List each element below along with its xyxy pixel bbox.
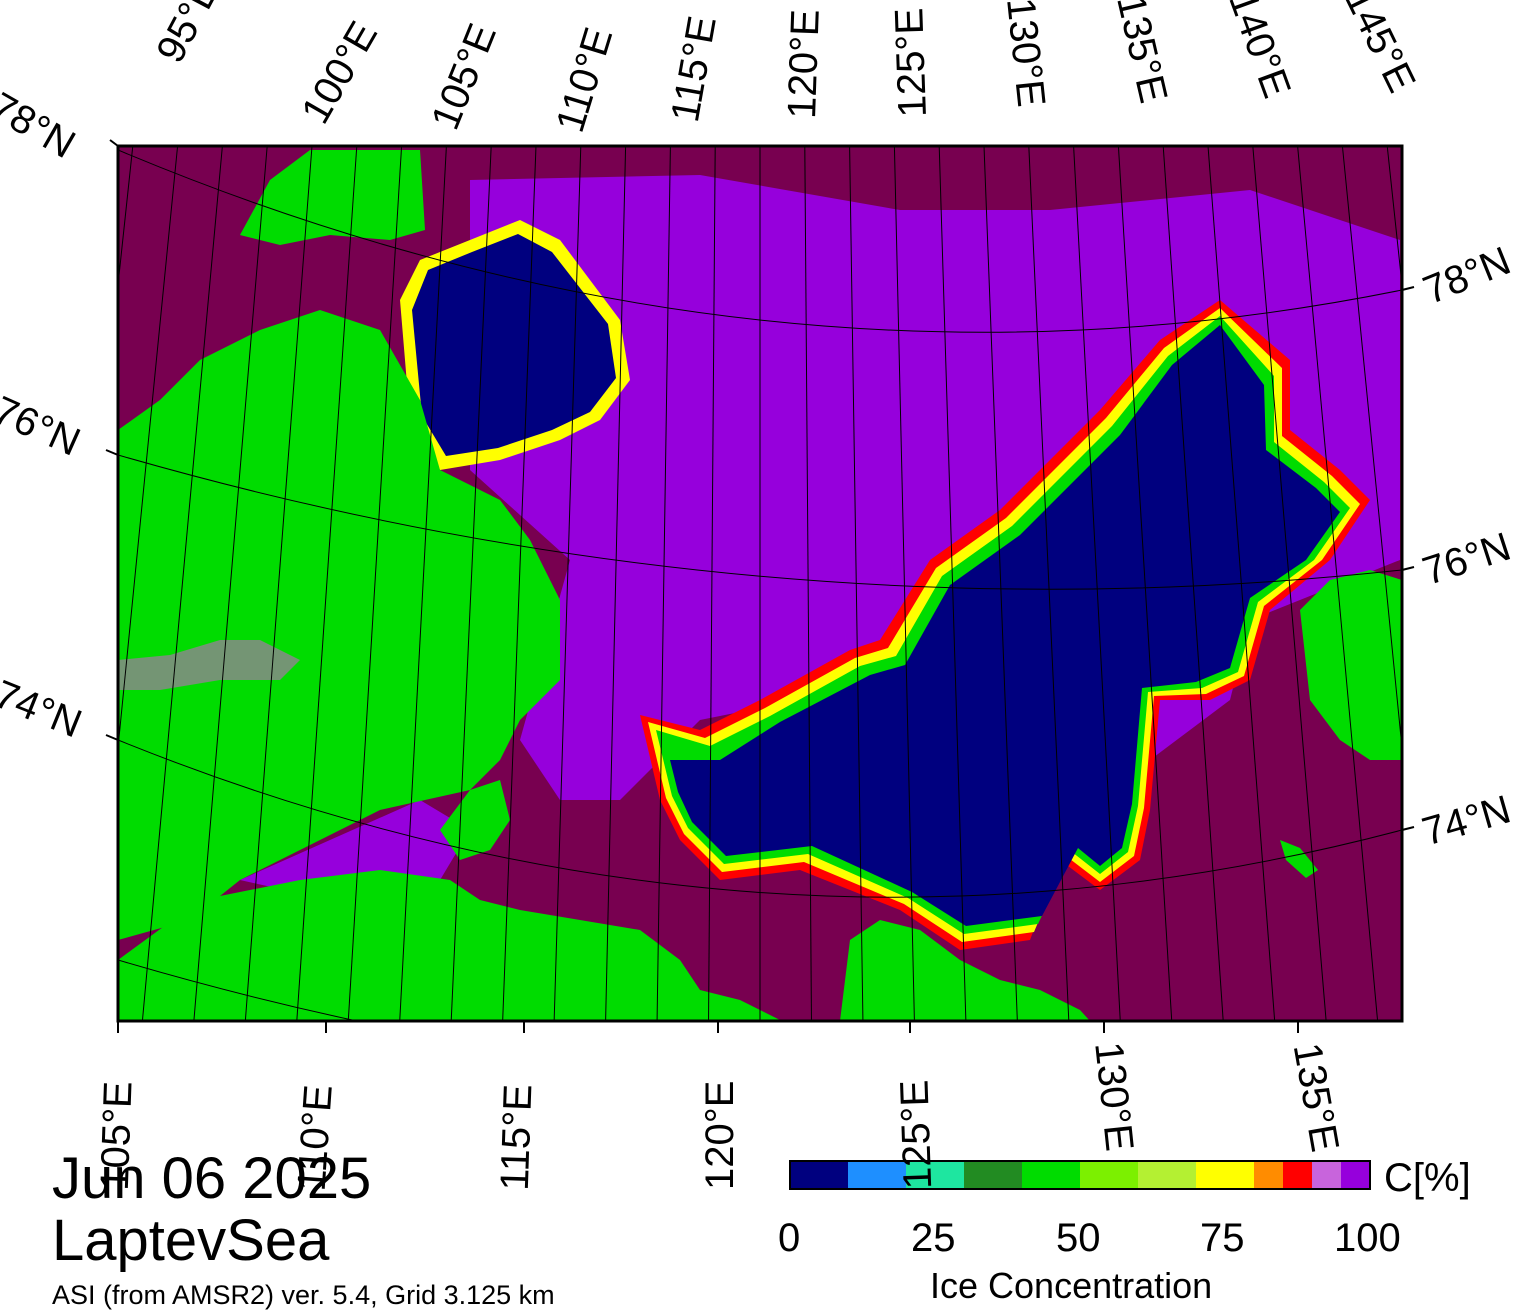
colorbar-swatch [1138, 1161, 1196, 1189]
meridian-line [141, 146, 223, 1021]
colorbar-swatch [790, 1161, 848, 1189]
land-island-west [440, 780, 510, 860]
colorbar-tick-label: 50 [1056, 1216, 1101, 1260]
colorbar-swatch [1312, 1161, 1341, 1189]
bottom-lon-label: 120°E [698, 1080, 742, 1190]
meridian-line [708, 146, 716, 1021]
map-frame [116, 144, 1404, 1023]
parallel-72n [118, 959, 360, 1021]
meridian-line [399, 146, 447, 1021]
coast-gray-patch [118, 640, 300, 690]
colorbar-unit: C[%] [1384, 1156, 1471, 1200]
colorbar-label: Ice Concentration [930, 1265, 1213, 1306]
meridian-line [347, 146, 403, 1021]
colorbar [790, 1161, 1370, 1189]
land-taimyr [118, 310, 560, 940]
colorbar-swatch [1196, 1161, 1254, 1189]
colorbar-swatch [1254, 1161, 1283, 1189]
top-lon-label: 125°E [887, 7, 935, 119]
meridian-line [118, 146, 179, 753]
meridian-line [296, 146, 358, 1021]
colorbar-swatch [1080, 1161, 1138, 1189]
land-south-coast [118, 870, 780, 1021]
tick-marks [105, 139, 1415, 1033]
colorbar-swatch [1283, 1161, 1312, 1189]
colorbar-tick-label: 100 [1334, 1216, 1401, 1260]
pack-ice-main [670, 325, 1340, 926]
date-title: Jun 06 2025 [52, 1146, 372, 1211]
colorbar-tick-label: 25 [911, 1216, 956, 1260]
bottom-lon-label: 125°E [892, 1079, 941, 1190]
meridian-line [849, 146, 864, 1021]
meridian-line [1207, 146, 1276, 1021]
meridian-line [983, 146, 1018, 1021]
meridian-line [1028, 146, 1070, 1021]
bottom-lon-label: 130°E [1086, 1039, 1142, 1154]
colorbar-frame [789, 1160, 1371, 1190]
meridian-line [1117, 146, 1173, 1021]
colorbar-swatch [848, 1161, 906, 1189]
meridian-line [502, 146, 537, 1021]
meridian-line [1297, 146, 1379, 1021]
meridian-line [1162, 146, 1224, 1021]
land-lena-delta [840, 920, 1090, 1021]
meridian-line [1073, 146, 1121, 1021]
bottom-lon-label: 115°E [492, 1083, 541, 1192]
source-caption: ASI (from AMSR2) ver. 5.4, Grid 3.125 km [52, 1280, 555, 1310]
colorbar-swatch [906, 1161, 964, 1189]
meridian-line [0, 146, 88, 1021]
meridian-line [656, 146, 671, 1021]
meridian-line [938, 146, 967, 1021]
meridian-line [244, 146, 313, 1021]
meridian-line [1252, 146, 1327, 1021]
meridians [0, 146, 1402, 1021]
colorbar-swatch [1341, 1161, 1370, 1189]
region-title: LaptevSea [52, 1208, 330, 1273]
land-severnaya-zemlya [240, 150, 425, 245]
colorbar-tick-label: 75 [1200, 1216, 1245, 1260]
graticule [0, 146, 1402, 1021]
colorbar-swatch [964, 1161, 1022, 1189]
meridian-line [193, 146, 268, 1021]
meridian-line [450, 146, 492, 1021]
colorbar-tick-label: 0 [778, 1216, 801, 1260]
meridian-line [804, 146, 812, 1021]
top-lon-label: 130°E [998, 0, 1054, 110]
land-island-small [1280, 840, 1318, 878]
meridian-line [553, 146, 582, 1021]
meridian-line [1341, 146, 1402, 753]
meridian-line [605, 146, 627, 1021]
land-new-siberian-islands [1300, 570, 1402, 760]
meridian-line [893, 146, 915, 1021]
top-lon-label: 120°E [780, 8, 828, 120]
colorbar-swatch [1022, 1161, 1080, 1189]
